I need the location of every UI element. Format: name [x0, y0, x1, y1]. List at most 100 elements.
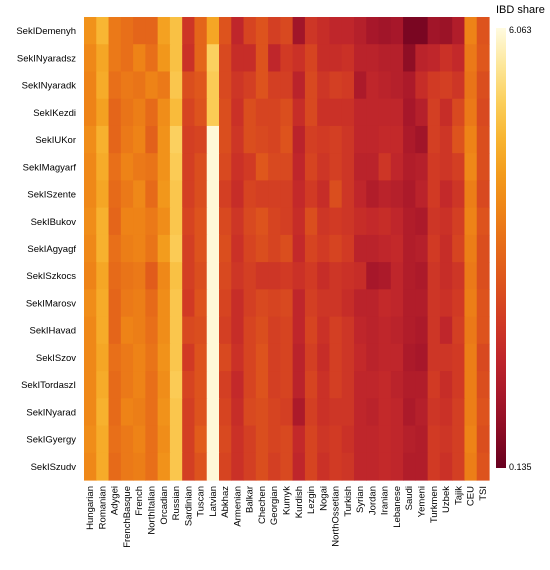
heatmap-cell [108, 262, 122, 290]
heatmap-cell [108, 425, 122, 454]
heatmap-cell [341, 452, 355, 481]
heatmap-cell [341, 180, 355, 209]
heatmap-cell [243, 44, 257, 73]
heatmap-cell [390, 71, 404, 100]
heatmap-cell [108, 371, 122, 399]
heatmap-cell [354, 343, 367, 372]
heatmap-cell [231, 44, 245, 73]
heatmap-cell [231, 262, 245, 290]
heatmap-cell [464, 98, 478, 127]
heatmap-cell [182, 234, 196, 263]
heatmap-cell [182, 452, 196, 481]
heatmap-cell [378, 425, 392, 454]
heatmap-cell [354, 398, 367, 427]
heatmap-cell [403, 234, 416, 263]
heatmap-cell [268, 180, 281, 209]
heatmap-cell [427, 207, 441, 236]
heatmap-cell [145, 98, 159, 127]
heatmap-cell [390, 425, 404, 454]
heatmap-cell [108, 125, 122, 154]
heatmap-cell [280, 98, 294, 127]
heatmap-cell [169, 398, 183, 427]
heatmap-cell [341, 289, 355, 318]
column-label: Latvian [208, 486, 219, 517]
heatmap-cell [304, 289, 318, 318]
heatmap-cell [145, 234, 159, 263]
heatmap-cell [292, 343, 306, 372]
heatmap-cell [268, 289, 281, 318]
heatmap-cell [292, 71, 306, 100]
column-label: Jordan [367, 486, 378, 515]
heatmap-cell [341, 371, 355, 399]
heatmap-cell [464, 207, 478, 236]
heatmap-cell [268, 44, 281, 73]
heatmap-cell [390, 316, 404, 345]
heatmap-cell [415, 262, 429, 290]
heatmap-cell [84, 371, 97, 399]
heatmap-cell [96, 207, 110, 236]
heatmap-cell [292, 180, 306, 209]
heatmap-cell [231, 452, 245, 481]
heatmap-cell [243, 398, 257, 427]
heatmap-cell [366, 98, 380, 127]
heatmap-cell [182, 125, 196, 154]
heatmap-cell [255, 452, 269, 481]
heatmap-cell [452, 153, 466, 182]
heatmap-cell [439, 71, 453, 100]
heatmap-cell [206, 316, 220, 345]
column-label: Turkish [343, 486, 354, 517]
heatmap-cell [390, 44, 404, 73]
heatmap-cell [292, 125, 306, 154]
heatmap-cell [452, 262, 466, 290]
heatmap-cell [415, 343, 429, 372]
heatmap-cell [354, 425, 367, 454]
heatmap-cell [157, 98, 171, 127]
heatmap-cell [219, 262, 232, 290]
heatmap-cell [268, 316, 281, 345]
heatmap-cell [427, 289, 441, 318]
heatmap-cell [120, 17, 134, 45]
heatmap-cell [464, 17, 478, 45]
heatmap-cell [476, 289, 490, 318]
heatmap-cell [120, 180, 134, 209]
heatmap-cell [366, 153, 380, 182]
heatmap-cell [464, 153, 478, 182]
heatmap-cell [157, 153, 171, 182]
heatmap-cell [133, 262, 146, 290]
heatmap-cell [439, 371, 453, 399]
heatmap-cell [268, 234, 281, 263]
heatmap-cell [464, 398, 478, 427]
column-label: Georgian [269, 486, 280, 525]
row-label: SekIUKor [35, 135, 76, 146]
heatmap-cell [304, 398, 318, 427]
heatmap-cell [108, 316, 122, 345]
heatmap-cell [157, 262, 171, 290]
heatmap-cell [84, 180, 97, 209]
heatmap-cell [415, 71, 429, 100]
heatmap-cell [329, 153, 343, 182]
heatmap-cell [476, 98, 490, 127]
row-label: SekITordaszI [21, 380, 76, 391]
heatmap-cell [427, 98, 441, 127]
heatmap-cell [341, 234, 355, 263]
heatmap-cell [403, 98, 416, 127]
heatmap-cell [243, 98, 257, 127]
heatmap-cell [133, 44, 146, 73]
heatmap-cell [292, 153, 306, 182]
heatmap-cell [133, 371, 146, 399]
heatmap-cell [219, 452, 232, 481]
heatmap-cell [120, 452, 134, 481]
heatmap-cell [169, 180, 183, 209]
heatmap-cell [452, 234, 466, 263]
heatmap-cell [219, 398, 232, 427]
heatmap-cell [182, 316, 196, 345]
heatmap-cell [255, 44, 269, 73]
heatmap-cell [317, 17, 331, 45]
heatmap-cell [255, 234, 269, 263]
heatmap-cell [133, 425, 146, 454]
heatmap-cell [427, 398, 441, 427]
heatmap-cell [341, 153, 355, 182]
row-label: SekIGyergy [26, 435, 76, 446]
heatmap-cell [157, 452, 171, 481]
